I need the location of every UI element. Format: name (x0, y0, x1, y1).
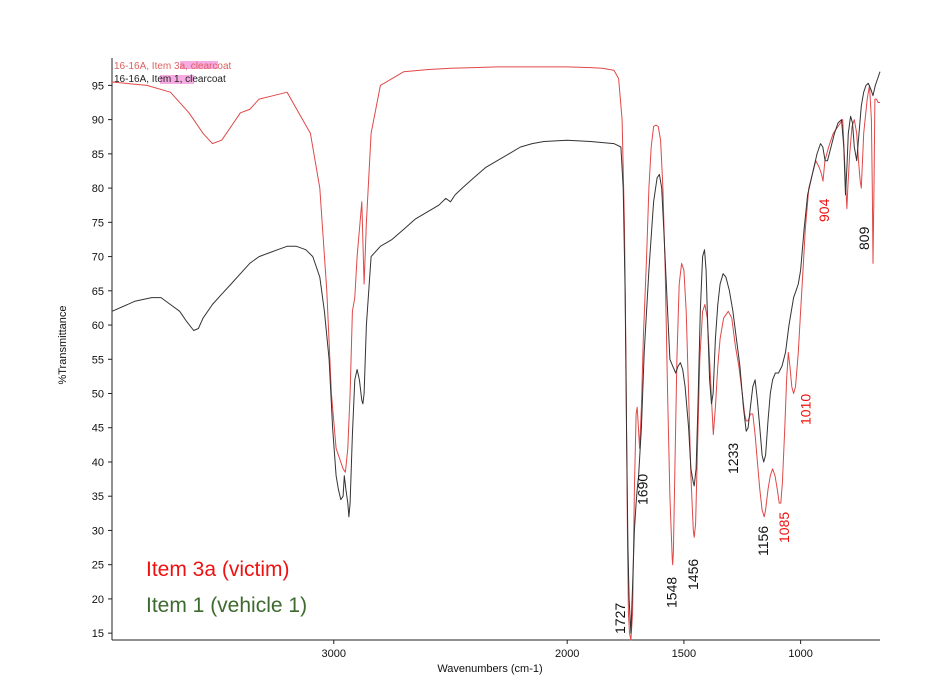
x-tick-label: 3000 (322, 648, 346, 660)
y-tick-label: 60 (92, 320, 104, 332)
peak-label-904: 904 (816, 198, 832, 222)
y-tick-label: 75 (92, 217, 104, 229)
y-tick-label: 90 (92, 115, 104, 127)
y-tick-label: 70 (92, 252, 104, 264)
y-tick-label: 95 (92, 80, 104, 92)
series-item-3a-line (111, 66, 880, 641)
y-tick-label: 45 (92, 423, 104, 435)
highlight-mark (160, 75, 194, 84)
y-tick-label: 80 (92, 183, 104, 195)
y-tick-label: 40 (92, 457, 104, 469)
x-axis-title: Wavenumbers (cm-1) (437, 663, 542, 675)
y-tick-label: 50 (92, 389, 104, 401)
header-legend-item-1: 16-16A, Item 1, clearcoat (114, 74, 226, 85)
legend: Item 3a (victim) Item 1 (vehicle 1) (146, 558, 307, 617)
y-tick-label: 25 (92, 560, 104, 572)
y-tick-label: 20 (92, 594, 104, 606)
y-tick-label: 35 (92, 491, 104, 503)
spectra-series (111, 66, 881, 641)
y-axis: 15 20 25 30 35 40 45 50 55 60 65 70 75 80 85 90 95 (92, 58, 113, 640)
peak-label-809: 809 (856, 226, 872, 250)
y-tick-label: 85 (92, 149, 104, 161)
peak-label-1690: 1690 (635, 474, 651, 505)
header-legend: 16-16A, Item 3a, clearcoat 16-16A, Item … (114, 61, 232, 85)
highlight-mark (180, 61, 218, 69)
header-legend-item-3a: 16-16A, Item 3a, clearcoat (114, 61, 232, 72)
legend-item-1: Item 1 (vehicle 1) (146, 594, 307, 617)
y-tick-label: 65 (92, 286, 104, 298)
peak-labels: 1727 1690 1548 1456 1233 1156 1085 1010 904 809 (612, 198, 872, 634)
y-tick-label: 30 (92, 525, 104, 537)
peak-label-1548: 1548 (664, 577, 680, 608)
peak-label-1233: 1233 (725, 443, 741, 474)
y-axis-title: %Transmittance (57, 305, 69, 384)
peak-label-1085: 1085 (776, 512, 792, 543)
y-tick-label: 55 (92, 354, 104, 366)
x-tick-label: 1500 (672, 648, 696, 660)
x-tick-label: 2000 (555, 648, 579, 660)
peak-label-1727: 1727 (612, 603, 628, 634)
legend-item-3a: Item 3a (victim) (146, 558, 290, 581)
peak-label-1456: 1456 (685, 559, 701, 590)
peak-label-1156: 1156 (755, 526, 771, 556)
y-tick-label: 15 (92, 628, 104, 640)
series-item-1-line (111, 71, 881, 634)
x-tick-label: 1000 (788, 648, 812, 660)
peak-label-1010: 1010 (797, 394, 813, 425)
x-axis: 3000 2000 1500 1000 (112, 639, 880, 660)
